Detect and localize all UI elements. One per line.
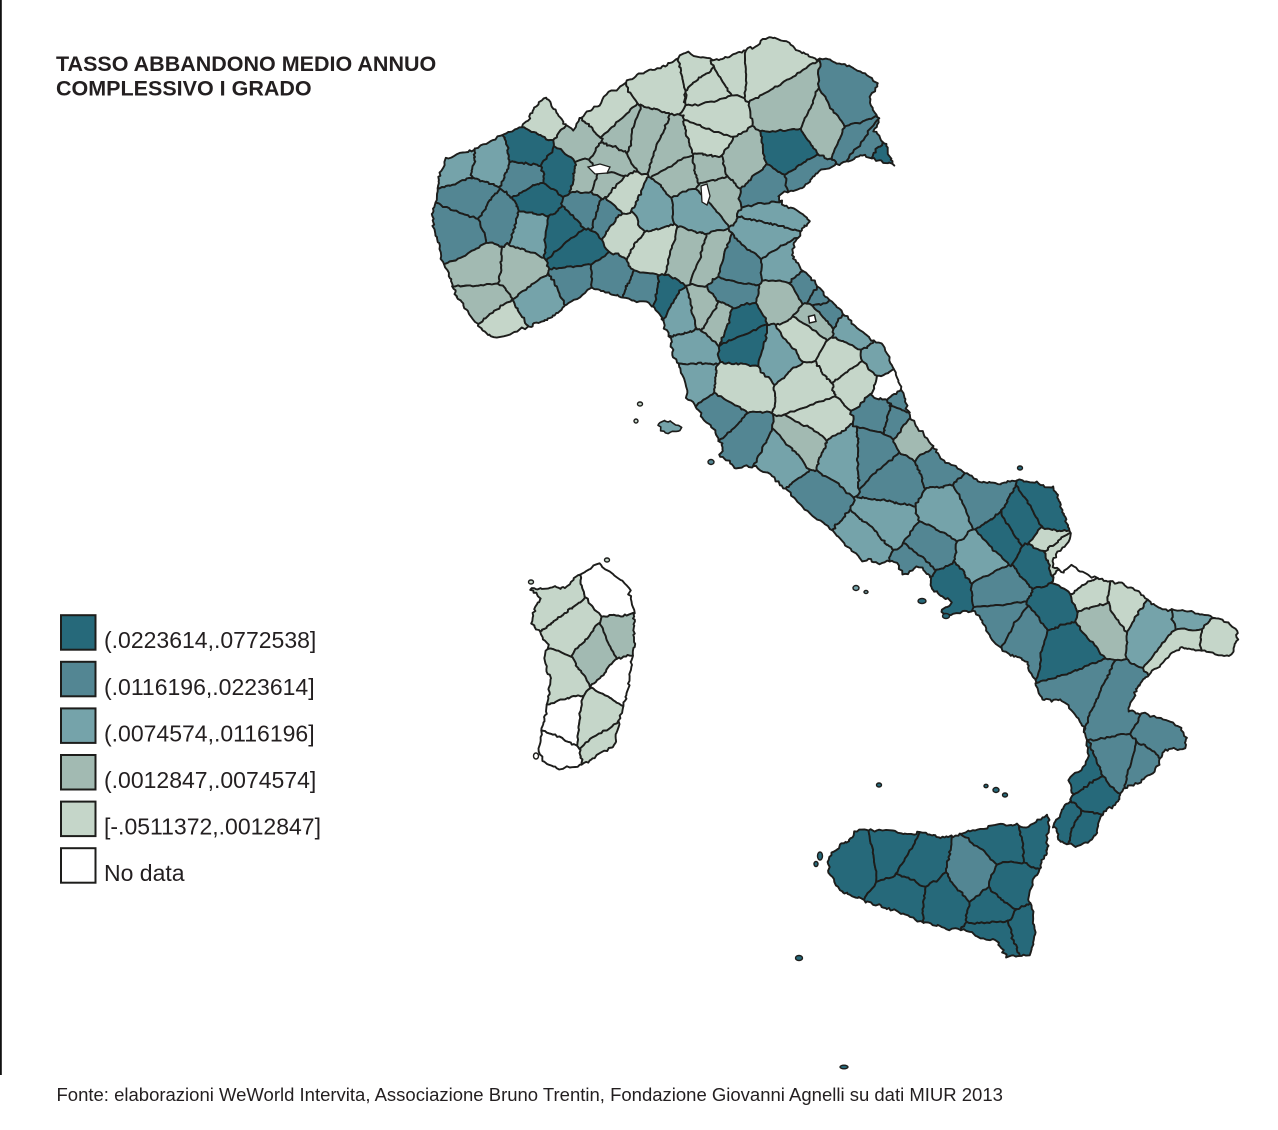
svg-text:TASSO ABBANDONO MEDIO ANNUO: TASSO ABBANDONO MEDIO ANNUO [56,52,436,76]
svg-text:[-.0511372,.0012847]: [-.0511372,.0012847] [104,814,321,840]
svg-text:(.0223614,.0772538]: (.0223614,.0772538] [104,627,316,653]
svg-text:COMPLESSIVO I GRADO: COMPLESSIVO I GRADO [56,77,312,101]
svg-text:(.0012847,.0074574]: (.0012847,.0074574] [104,767,316,793]
svg-text:No data: No data [104,860,185,886]
svg-text:(.0074574,.0116196]: (.0074574,.0116196] [104,720,315,746]
svg-text:(.0116196,.0223614]: (.0116196,.0223614] [104,674,315,700]
svg-text:Fonte: elaborazioni WeWorld In: Fonte: elaborazioni WeWorld Intervita, A… [57,1084,1003,1105]
